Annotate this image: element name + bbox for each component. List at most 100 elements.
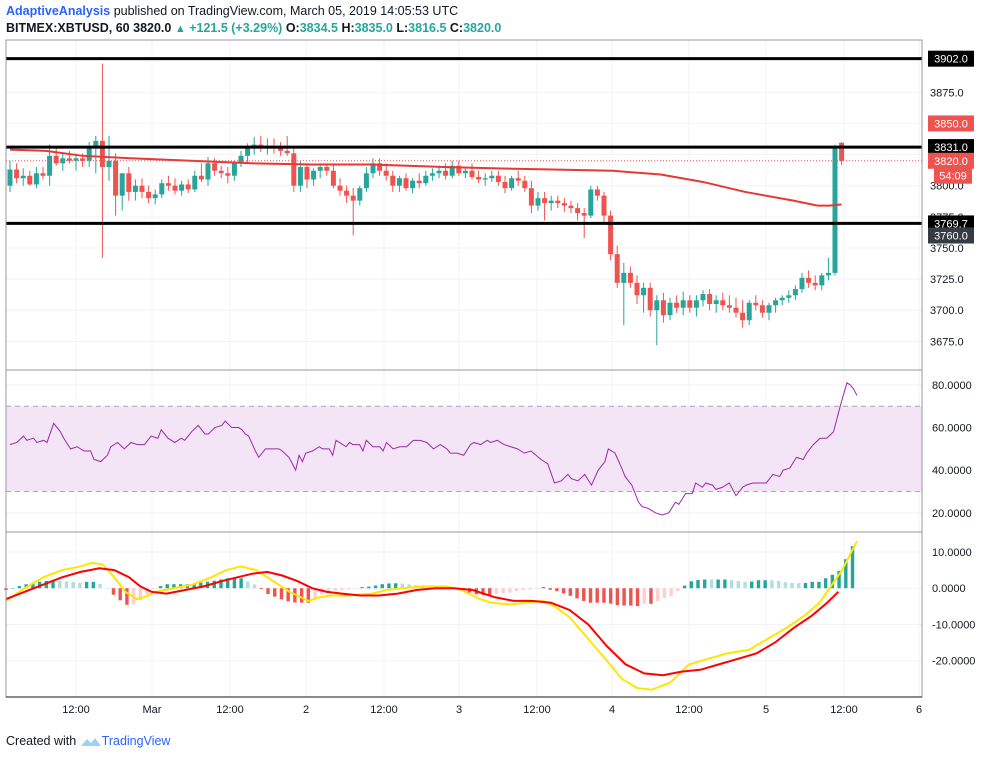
macd-histogram-bar: [393, 583, 398, 589]
candle-body: [231, 163, 237, 176]
change-value: +121.5 (+3.29%): [189, 21, 283, 35]
macd-histogram-bar: [568, 588, 573, 596]
candle-body: [80, 158, 86, 161]
price-label-box: [928, 215, 974, 232]
x-tick-label: Mar: [143, 704, 162, 716]
macd-histogram-bar: [763, 580, 767, 589]
macd-histogram-bar: [259, 588, 263, 590]
tradingview-brand[interactable]: TradingView: [101, 734, 171, 748]
candle-body: [641, 287, 647, 296]
macd-histogram-bar: [676, 588, 680, 592]
candle-body: [436, 170, 442, 174]
candle-body: [357, 188, 363, 201]
macd-histogram-bar: [111, 588, 116, 595]
macd-histogram-bar: [662, 588, 667, 599]
price-pane[interactable]: [6, 57, 922, 346]
candle-body: [819, 275, 825, 286]
macd-histogram-bar: [239, 578, 243, 589]
macd-histogram-bar: [790, 582, 794, 589]
macd-tick-label: 10.0000: [932, 547, 972, 559]
rsi-tick-label: 80.0000: [932, 380, 972, 392]
macd-histogram-bar: [716, 579, 720, 589]
candle-body: [528, 188, 534, 206]
signal-line: [5, 567, 840, 677]
macd-histogram-bar: [273, 588, 277, 597]
candle-body: [139, 185, 145, 192]
h-label: H:: [341, 21, 355, 35]
macd-histogram-bar: [64, 581, 69, 589]
candle-body: [759, 305, 765, 313]
tradingview-logo-icon: [80, 737, 101, 746]
price-label-text: 3902.0: [934, 54, 968, 66]
macd-histogram-bar: [199, 582, 203, 589]
macd-histogram-bar: [783, 582, 788, 589]
moving-average-line: [9, 148, 842, 207]
candle-body: [647, 287, 653, 311]
x-tick-label: 2: [303, 704, 309, 716]
low-value: 3816.5: [408, 21, 447, 35]
macd-histogram-bar: [588, 588, 593, 603]
macd-histogram-bar: [535, 588, 539, 589]
candle-body: [621, 272, 627, 283]
candle-body: [363, 173, 369, 189]
candle-body: [654, 300, 660, 311]
macd-pane[interactable]: [4, 540, 858, 691]
price-label-box: [928, 50, 974, 67]
macd-histogram-bar: [629, 588, 633, 606]
price-label-box: [928, 152, 974, 169]
candle-body: [713, 300, 719, 304]
macd-histogram-bar: [642, 588, 646, 604]
macd-histogram-bar: [78, 582, 82, 589]
macd-histogram-bar: [286, 588, 290, 602]
candle-body: [476, 176, 482, 180]
candle-body: [489, 175, 495, 179]
candle-body: [225, 173, 231, 176]
macd-histogram-bar: [797, 583, 801, 589]
candle-body: [746, 302, 752, 321]
candle-body: [146, 191, 152, 199]
macd-histogram-bar: [105, 587, 109, 589]
candle-body: [291, 153, 297, 186]
candle-body: [773, 300, 779, 306]
macd-histogram-bar: [367, 586, 371, 589]
author-link[interactable]: AdaptiveAnalysis: [6, 4, 111, 18]
candle-body: [456, 165, 462, 174]
candle-body: [542, 198, 548, 204]
candle-body: [324, 167, 330, 171]
candle-body: [720, 300, 726, 306]
x-tick-label: 12:00: [830, 704, 858, 716]
candle-body: [832, 147, 838, 273]
candle-body: [416, 180, 422, 184]
candle-body: [786, 295, 792, 298]
macd-histogram-bar: [387, 583, 391, 589]
macd-histogram-bar: [11, 588, 15, 589]
candle-body: [350, 195, 356, 201]
macd-histogram-bar: [655, 588, 660, 601]
candle-body: [779, 297, 785, 301]
candle-body: [205, 163, 211, 180]
candle-body: [601, 195, 607, 216]
candle-body: [726, 305, 732, 308]
x-tick-label: 4: [609, 704, 615, 716]
candle-body: [766, 305, 772, 313]
rsi-pane[interactable]: [6, 382, 922, 516]
macd-histogram-bar: [158, 586, 163, 589]
rsi-band: [6, 406, 922, 492]
candle-body: [317, 167, 323, 171]
macd-histogram-bar: [165, 584, 169, 589]
macd-histogram-bar: [279, 588, 284, 600]
candle-body: [73, 158, 79, 161]
price-label-text: 3820.0: [934, 156, 968, 168]
candle-body: [548, 200, 554, 204]
macd-histogram-bar: [750, 581, 754, 589]
open-value: 3834.5: [299, 21, 338, 35]
macd-histogram-bar: [729, 580, 734, 589]
candle-body: [179, 184, 185, 191]
macd-histogram-bar: [152, 588, 156, 589]
macd-histogram-bar: [353, 588, 358, 589]
candle-body: [575, 208, 581, 214]
publication-header: AdaptiveAnalysis published on TradingVie…: [6, 4, 458, 19]
macd-histogram-bar: [696, 579, 700, 589]
macd-histogram-bar: [346, 588, 351, 590]
